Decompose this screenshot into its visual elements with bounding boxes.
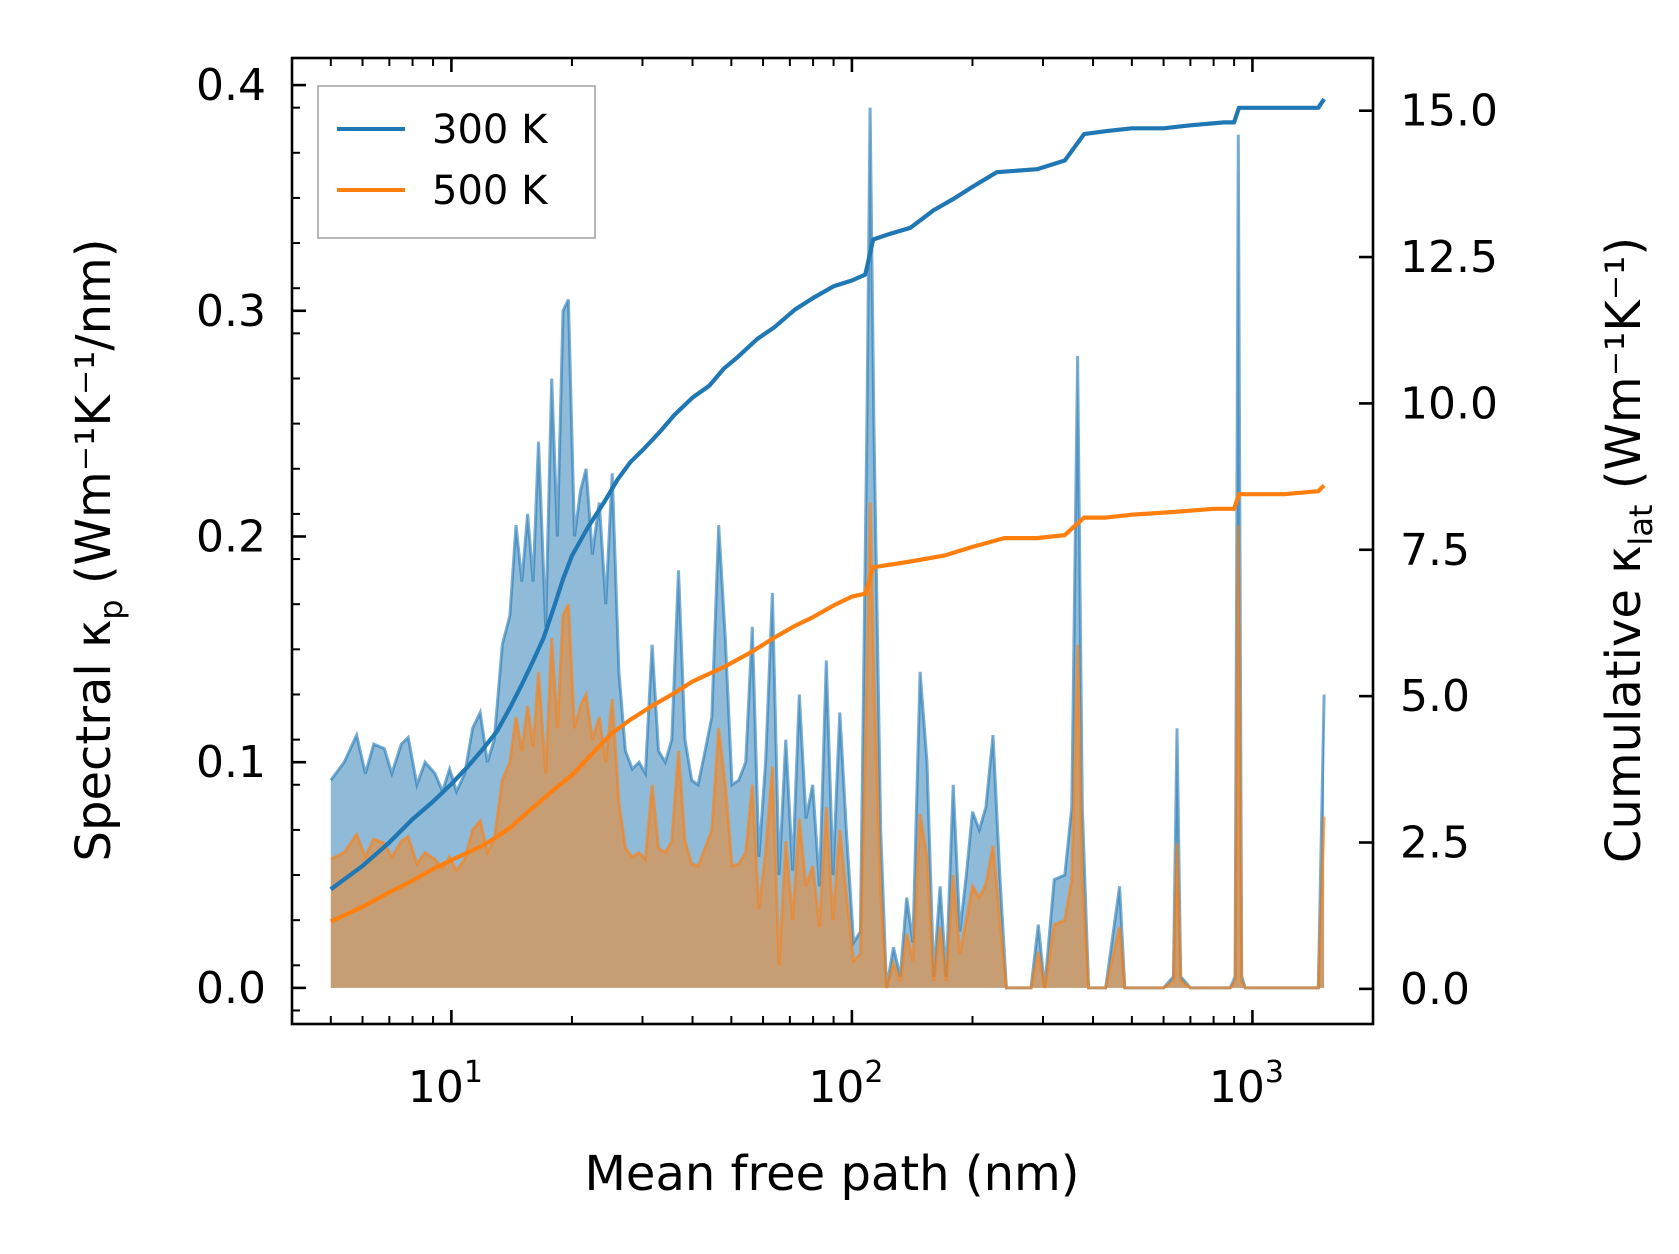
- y-right-tick-label: 12.5: [1400, 232, 1498, 283]
- y-right-tick-label: 5.0: [1400, 671, 1470, 722]
- y-right-tick-label: 2.5: [1400, 818, 1470, 869]
- legend-label-300k: 300 K: [432, 107, 549, 153]
- spectral-fills: [329, 107, 1326, 990]
- y-axis-right-label: Cumulative κlat (Wm⁻¹K⁻¹): [1596, 237, 1660, 863]
- legend-frame: [317, 85, 596, 239]
- y-left-tick-label: 0.0: [196, 963, 266, 1014]
- x-axis-label: Mean free path (nm): [585, 1146, 1080, 1202]
- y-left-tick-label: 0.2: [196, 511, 266, 562]
- legend: 300 K 500 K: [317, 85, 596, 239]
- y-right-tick-label: 10.0: [1400, 378, 1498, 429]
- cumulative-300k-line: [329, 97, 1326, 891]
- legend-label-500k: 500 K: [432, 168, 549, 214]
- x-tick-label: 103: [1209, 1055, 1284, 1113]
- y-right-tick-label: 0.0: [1400, 964, 1470, 1015]
- y-left-tick-label: 0.1: [196, 737, 266, 788]
- fill-300k-spectral-line: [329, 107, 1326, 990]
- axis-ticks: 101 102 103 0.0 0.1 0.2 0.3 0.4 0.0 2.5 5.0 7.5 10.0…: [196, 58, 1498, 1113]
- y-left-tick-label: 0.4: [196, 60, 266, 111]
- y-right-tick-label: 15.0: [1400, 86, 1498, 137]
- y-axis-left-label: Spectral κp (Wm⁻¹K⁻¹/nm): [66, 239, 130, 862]
- y-left-tick-label: 0.3: [196, 286, 266, 337]
- fill-500k-spectral-line: [330, 502, 1326, 990]
- x-tick-label: 102: [808, 1055, 883, 1113]
- x-tick-label: 101: [408, 1055, 483, 1113]
- series-lines: [329, 97, 1326, 924]
- cumulative-500k-line: [329, 483, 1326, 924]
- plot-frame: [290, 56, 1375, 1026]
- fill-500k-area: [330, 502, 1325, 988]
- y-right-tick-label: 7.5: [1400, 525, 1470, 576]
